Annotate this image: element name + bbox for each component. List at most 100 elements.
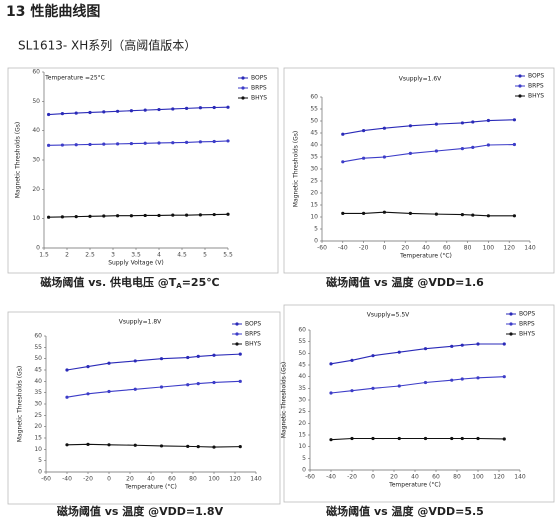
data-point — [86, 365, 90, 369]
y-tick-label: 5 — [38, 457, 42, 464]
data-point — [198, 140, 202, 144]
data-point — [329, 438, 333, 442]
data-point — [434, 122, 438, 126]
data-point — [60, 143, 64, 147]
data-point — [460, 343, 464, 347]
chart-frame — [7, 67, 279, 274]
y-tick-label: 5 — [314, 226, 318, 233]
y-tick-label: 20 — [298, 420, 306, 427]
legend-marker — [235, 322, 239, 326]
data-point — [133, 387, 137, 391]
y-tick-label: 25 — [34, 412, 42, 419]
y-tick-label: 35 — [34, 389, 42, 396]
legend-label: BHYS — [519, 331, 535, 338]
y-tick-label: 10 — [310, 214, 318, 221]
x-tick-label: 20 — [401, 245, 409, 252]
x-tick-label: 5.5 — [223, 252, 233, 259]
caption-text: 磁场阈值 vs 温度 @VDD=1.8V — [57, 504, 224, 518]
y-tick-label: 30 — [310, 166, 318, 173]
data-point — [212, 353, 216, 357]
data-point — [238, 379, 242, 383]
legend-marker — [241, 96, 245, 100]
data-point — [74, 111, 78, 115]
data-point — [450, 436, 454, 441]
legend-marker — [241, 76, 245, 80]
legend-label: BOPS — [528, 73, 544, 80]
x-tick-label: 40 — [147, 476, 155, 483]
y-tick-label: 5 — [302, 455, 306, 462]
y-tick-label: 35 — [310, 154, 318, 161]
data-point — [65, 395, 69, 399]
y-tick-label: 40 — [34, 378, 42, 385]
section-title: 13 性能曲线图 — [6, 3, 100, 20]
data-point — [185, 106, 189, 110]
chart-title: Vsupply=1.6V — [399, 76, 442, 83]
x-tick-label: 3 — [111, 252, 115, 259]
series-line — [48, 106, 229, 116]
y-tick-label: 15 — [298, 432, 306, 439]
data-point — [107, 361, 111, 365]
legend-marker — [509, 332, 513, 336]
y-axis-label: Magnetic Thresholds (Gs) — [293, 131, 300, 207]
y-tick-label: 60 — [34, 333, 42, 340]
x-tick-label: -20 — [359, 245, 369, 252]
data-point — [196, 382, 200, 386]
data-point — [434, 212, 438, 216]
legend-marker — [241, 86, 245, 90]
x-axis-label: Temperature (°C) — [399, 253, 452, 260]
y-tick-label: 25 — [310, 178, 318, 185]
x-tick-label: 4.5 — [177, 252, 187, 259]
y-tick-label: 0 — [302, 467, 306, 474]
data-point — [212, 105, 216, 110]
y-tick-label: 0 — [38, 469, 42, 476]
y-tick-label: 50 — [34, 355, 42, 362]
data-point — [362, 156, 366, 160]
data-point — [212, 380, 216, 385]
data-point — [159, 385, 164, 389]
data-point — [143, 213, 147, 218]
legend-label: BRPS — [528, 83, 544, 90]
data-point — [65, 368, 69, 372]
data-point — [486, 143, 490, 147]
data-point — [185, 140, 189, 144]
data-point — [143, 108, 147, 112]
data-point — [88, 214, 92, 218]
x-tick-label: 40 — [411, 474, 419, 481]
x-tick-label: 140 — [514, 474, 526, 481]
legend-marker — [518, 74, 522, 78]
x-tick-label: 60 — [168, 476, 176, 483]
x-tick-label: -20 — [83, 476, 93, 483]
y-tick-label: 10 — [32, 215, 40, 222]
data-point — [129, 214, 133, 218]
data-point — [512, 118, 517, 122]
data-point — [486, 118, 490, 123]
data-point — [471, 213, 475, 217]
data-point — [329, 391, 333, 395]
data-point — [371, 436, 375, 441]
data-point — [196, 354, 200, 358]
y-tick-label: 55 — [34, 344, 42, 351]
data-point — [382, 155, 386, 159]
y-tick-label: 60 — [32, 69, 40, 76]
data-point — [171, 107, 175, 111]
legend-marker — [235, 342, 239, 346]
y-tick-label: 40 — [310, 142, 318, 149]
y-tick-label: 50 — [298, 350, 306, 357]
data-point — [186, 444, 190, 448]
x-tick-label: 2 — [65, 252, 69, 259]
x-tick-label: 80 — [189, 476, 197, 483]
data-point — [107, 443, 111, 447]
data-point — [198, 213, 202, 217]
data-point — [371, 386, 375, 390]
legend-marker — [509, 322, 513, 326]
chart-frame — [283, 67, 555, 274]
data-point — [450, 344, 454, 348]
legend-label: BHYS — [245, 341, 261, 348]
y-tick-label: 30 — [298, 397, 306, 404]
data-point — [341, 211, 345, 215]
x-tick-label: 0 — [371, 474, 375, 481]
data-point — [116, 109, 120, 113]
data-point — [460, 377, 464, 381]
data-point — [476, 342, 480, 346]
